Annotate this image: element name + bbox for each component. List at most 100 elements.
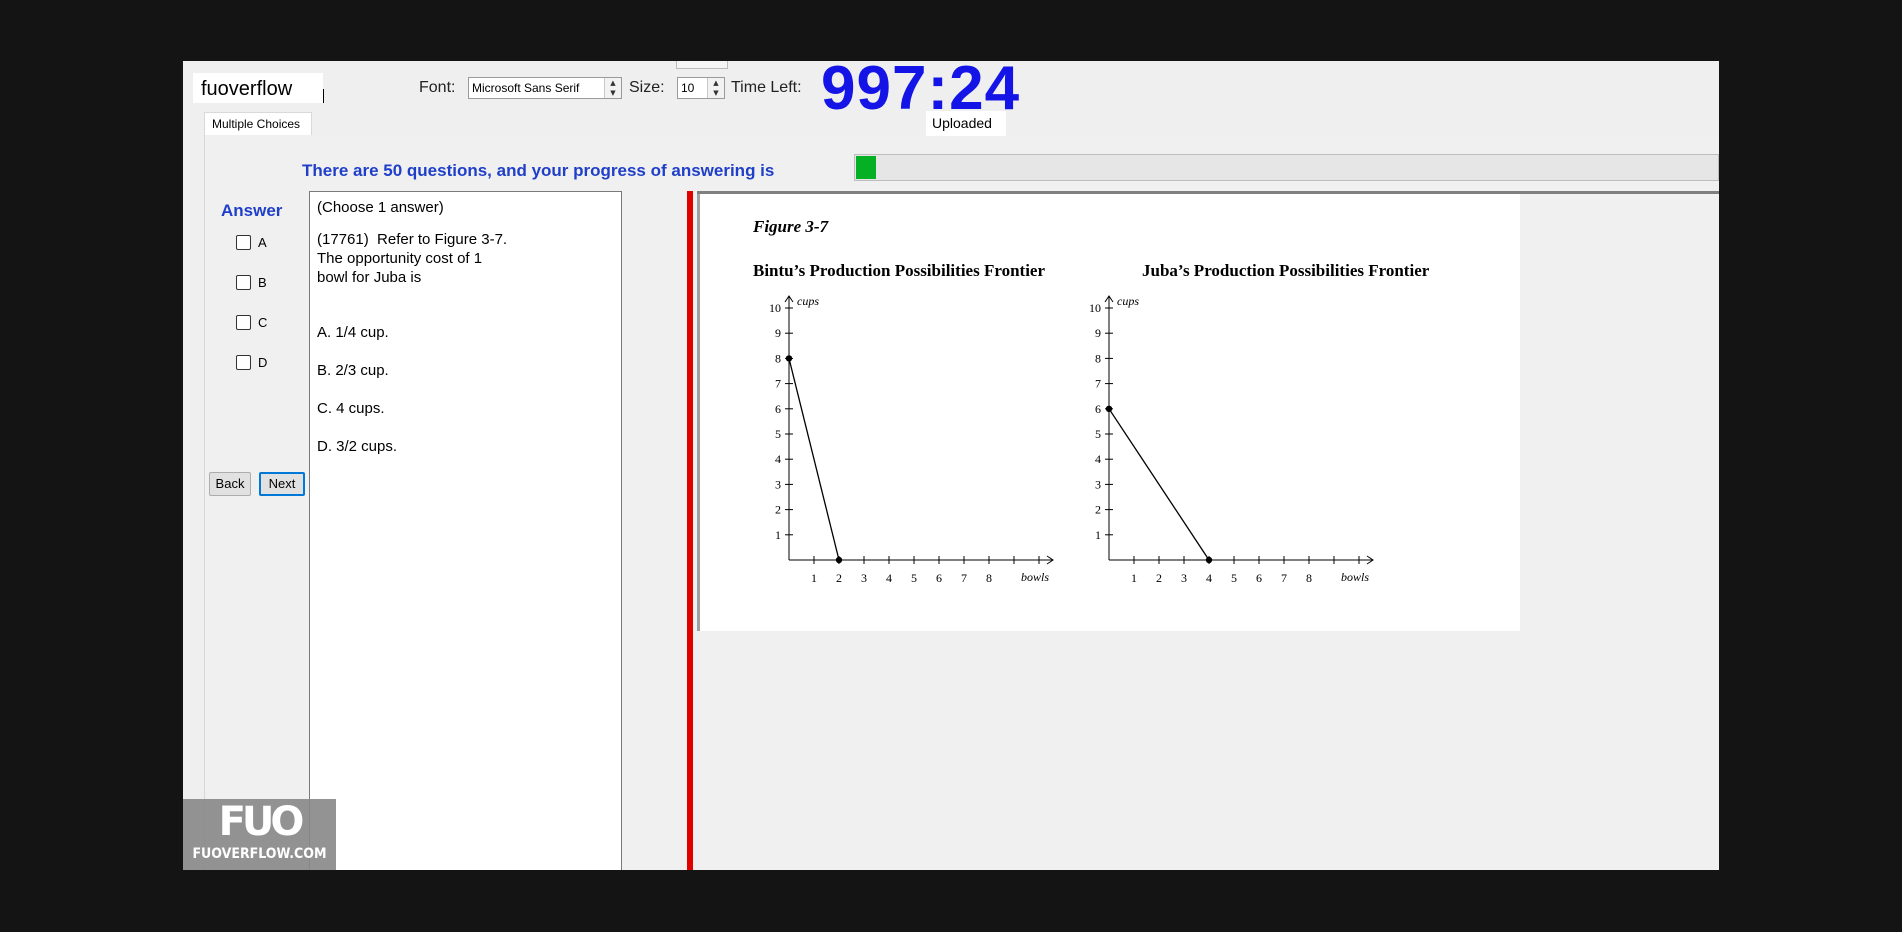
panel-splitter[interactable] xyxy=(687,191,693,870)
juba-y-tick-label: 3 xyxy=(1095,477,1101,491)
bintu-y-tick-label: 4 xyxy=(775,452,781,466)
question-text: (17761) Refer to Figure 3-7. The opportu… xyxy=(317,231,508,286)
size-label: Size: xyxy=(629,79,665,96)
chart-title-juba: Juba’s Production Possibilities Frontier xyxy=(1142,261,1430,280)
bintu-x-tick-label: 2 xyxy=(836,571,842,585)
back-button[interactable]: Back xyxy=(209,472,251,496)
choice-a-text: A. 1/4 cup. xyxy=(317,324,389,341)
app-title-box xyxy=(193,73,323,103)
juba-x-tick-label: 6 xyxy=(1256,571,1262,585)
checkbox-a[interactable] xyxy=(236,235,251,250)
chart-title-bintu: Bintu’s Production Possibilities Frontie… xyxy=(753,261,1045,280)
logo-mark: FUO xyxy=(218,799,305,845)
bintu-x-tick-label: 8 xyxy=(986,571,992,585)
bintu-ppf-line xyxy=(788,358,840,561)
bintu-x-arrow xyxy=(1046,555,1054,565)
progress-text: There are 50 questions, and your progres… xyxy=(302,161,775,180)
juba-y-tick-label: 1 xyxy=(1095,528,1101,542)
checkbox-b[interactable] xyxy=(236,275,251,290)
size-stepper[interactable]: 10 ▲ ▼ xyxy=(677,77,725,99)
option-c[interactable]: C xyxy=(236,315,267,330)
juba-ppf-line xyxy=(1108,408,1210,561)
bintu-x-tick-label: 1 xyxy=(811,571,817,585)
font-value: Microsoft Sans Serif xyxy=(472,81,580,95)
juba-y-tick-label: 7 xyxy=(1095,377,1101,391)
size-value: 10 xyxy=(681,81,695,95)
down-arrow-icon[interactable]: ▼ xyxy=(713,89,719,97)
image-panel-border xyxy=(697,191,1719,194)
font-selector[interactable]: Microsoft Sans Serif ▲ ▼ xyxy=(468,77,622,99)
down-arrow-icon[interactable]: ▼ xyxy=(610,89,616,97)
option-c-label[interactable]: C xyxy=(258,315,268,330)
font-label: Font: xyxy=(419,79,456,96)
option-b[interactable]: B xyxy=(236,275,267,290)
text-caret xyxy=(323,89,324,103)
juba-ppf-point xyxy=(1205,556,1213,564)
upload-status: Uploaded xyxy=(926,111,1006,136)
toolbar-field[interactable] xyxy=(676,61,728,69)
bintu-y-axis-label: cups xyxy=(797,294,819,308)
upload-status-text: Uploaded xyxy=(932,115,992,131)
bintu-y-tick-label: 3 xyxy=(775,477,781,491)
juba-y-tick-label: 10 xyxy=(1089,301,1101,315)
checkbox-c[interactable] xyxy=(236,315,251,330)
tab-multiple-choices[interactable]: Multiple Choices xyxy=(204,112,312,135)
figure-svg: Figure 3-7 Bintu’s Production Possibilit… xyxy=(752,217,1430,585)
juba-y-tick-label: 4 xyxy=(1095,452,1101,466)
bintu-y-tick-label: 7 xyxy=(775,377,781,391)
answer-title: Answer xyxy=(221,201,283,220)
option-b-label[interactable]: B xyxy=(258,275,267,290)
bintu-y-tick-label: 10 xyxy=(769,301,781,315)
bintu-y-arrow xyxy=(784,295,794,303)
checkbox-d[interactable] xyxy=(236,355,251,370)
juba-x-axis-label: bowls xyxy=(1341,570,1369,584)
size-spinner[interactable]: ▲ ▼ xyxy=(707,78,724,98)
bintu-y-tick-label: 8 xyxy=(775,351,781,365)
juba-x-tick-label: 7 xyxy=(1281,571,1287,585)
juba-y-tick-label: 5 xyxy=(1095,427,1101,441)
bintu-y-tick-label: 9 xyxy=(775,326,781,340)
up-arrow-icon[interactable]: ▲ xyxy=(610,79,616,87)
juba-x-tick-label: 3 xyxy=(1181,571,1187,585)
image-panel-edge xyxy=(697,194,700,631)
bintu-x-tick-label: 4 xyxy=(886,571,892,585)
juba-y-axis-label: cups xyxy=(1117,294,1139,308)
up-arrow-icon[interactable]: ▲ xyxy=(713,79,719,87)
choice-d-text: D. 3/2 cups. xyxy=(317,438,398,455)
bintu-ppf-point xyxy=(835,556,843,564)
option-a[interactable]: A xyxy=(236,235,267,250)
juba-x-tick-label: 1 xyxy=(1131,571,1137,585)
choice-c-text: C. 4 cups. xyxy=(317,400,385,417)
time-left-label: Time Left: xyxy=(731,79,802,96)
option-d[interactable]: D xyxy=(236,355,267,370)
option-a-label[interactable]: A xyxy=(258,235,267,250)
juba-y-tick-label: 8 xyxy=(1095,351,1101,365)
figure-image: Figure 3-7 Bintu’s Production Possibilit… xyxy=(700,194,1520,631)
bintu-ppf-point xyxy=(785,355,793,362)
choice-b-text: B. 2/3 cup. xyxy=(317,362,389,379)
bintu-y-tick-label: 6 xyxy=(775,402,781,416)
bintu-y-tick-label: 2 xyxy=(775,503,781,517)
option-d-label[interactable]: D xyxy=(258,355,268,370)
bintu-x-tick-label: 5 xyxy=(911,571,917,585)
juba-x-tick-label: 2 xyxy=(1156,571,1162,585)
juba-y-arrow xyxy=(1104,295,1114,303)
bintu-x-tick-label: 6 xyxy=(936,571,942,585)
juba-x-tick-label: 8 xyxy=(1306,571,1312,585)
font-spinner[interactable]: ▲ ▼ xyxy=(604,78,621,98)
question-instruction: (Choose 1 answer) xyxy=(317,199,444,216)
tab-label: Multiple Choices xyxy=(212,117,301,131)
juba-x-arrow xyxy=(1366,555,1374,565)
logo-site-text: FUOVERFLOW.COM xyxy=(192,846,327,862)
bintu-x-tick-label: 3 xyxy=(861,571,867,585)
juba-y-tick-label: 6 xyxy=(1095,402,1101,416)
watermark-logo: FUO FUOVERFLOW.COM xyxy=(183,799,336,870)
progress-bar xyxy=(854,154,1719,181)
next-button[interactable]: Next xyxy=(259,472,305,496)
juba-x-tick-label: 4 xyxy=(1206,571,1212,585)
bintu-y-tick-label: 5 xyxy=(775,427,781,441)
juba-ppf-point xyxy=(1105,405,1113,412)
question-panel[interactable]: (Choose 1 answer) (17761) Refer to Figur… xyxy=(309,191,622,870)
bintu-x-axis-label: bowls xyxy=(1021,570,1049,584)
juba-y-tick-label: 9 xyxy=(1095,326,1101,340)
